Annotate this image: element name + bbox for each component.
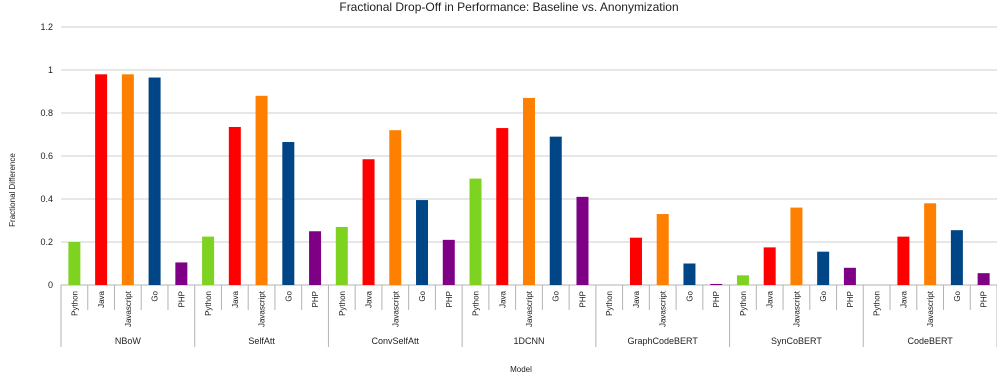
- x-tick-label: Python: [472, 291, 481, 316]
- y-tick-label: 0.4: [40, 194, 53, 204]
- bar-1dcnn-php: [576, 196, 589, 285]
- x-tick-label: Go: [418, 290, 427, 301]
- group-label: CodeBERT: [907, 336, 953, 346]
- bar-codebert-php: [977, 273, 990, 285]
- x-tick-label: PHP: [445, 291, 454, 307]
- group-label: SelfAtt: [248, 336, 275, 346]
- x-tick-label: PHP: [846, 291, 855, 307]
- bar-nbow-php: [175, 262, 188, 285]
- x-tick-label: Javascript: [258, 290, 267, 327]
- group-label: NBoW: [115, 336, 142, 346]
- bar-convselfatt-python: [335, 226, 348, 285]
- x-tick-label: Java: [899, 290, 908, 307]
- y-axis-label: Fractional Difference: [8, 153, 17, 227]
- y-tick-label: 0.2: [40, 237, 53, 247]
- x-tick-label: Go: [819, 290, 828, 301]
- x-tick-label: Java: [365, 290, 374, 307]
- bar-syncobert-java: [763, 247, 776, 285]
- group-label: SynCoBERT: [771, 336, 822, 346]
- bar-selfatt-java: [228, 126, 241, 285]
- x-tick-label: Javascript: [124, 290, 133, 327]
- bar-codebert-javascript: [924, 203, 937, 285]
- x-tick-label: Go: [685, 290, 694, 301]
- x-tick-label: PHP: [311, 291, 320, 307]
- bar-convselfatt-javascript: [389, 130, 402, 285]
- x-tick-label: PHP: [578, 291, 587, 307]
- x-tick-label: Java: [498, 290, 507, 307]
- bar-1dcnn-java: [496, 128, 509, 285]
- bar-graphcodebert-go: [683, 263, 696, 285]
- x-tick-label: Javascript: [792, 290, 801, 327]
- bar-graphcodebert-php: [710, 283, 723, 285]
- bar-convselfatt-java: [362, 159, 375, 285]
- x-tick-label: Javascript: [926, 290, 935, 327]
- x-tick-label: Java: [231, 290, 240, 307]
- bar-selfatt-go: [282, 142, 295, 285]
- x-tick-label: Java: [97, 290, 106, 307]
- x-tick-label: Go: [953, 290, 962, 301]
- bar-1dcnn-python: [469, 178, 482, 285]
- bar-syncobert-php: [843, 267, 856, 285]
- bar-nbow-python: [68, 242, 81, 285]
- x-tick-label: Java: [632, 290, 641, 307]
- group-label: GraphCodeBERT: [628, 336, 699, 346]
- x-tick-label: Python: [338, 291, 347, 316]
- bar-convselfatt-go: [416, 200, 429, 285]
- x-tick-label: Java: [766, 290, 775, 307]
- bars: [68, 74, 990, 286]
- x-tick-label: PHP: [177, 291, 186, 307]
- bar-nbow-java: [95, 74, 108, 285]
- x-tick-label: Python: [739, 291, 748, 316]
- x-tick-label: Javascript: [659, 290, 668, 327]
- bar-syncobert-python: [736, 275, 749, 285]
- x-tick-label: PHP: [712, 291, 721, 307]
- bar-selfatt-python: [202, 236, 215, 285]
- x-tick-label: Go: [151, 290, 160, 301]
- bar-syncobert-javascript: [790, 207, 803, 285]
- x-tick-label: Python: [70, 291, 79, 316]
- y-tick-label: 0.8: [40, 108, 53, 118]
- x-tick-label: Go: [552, 290, 561, 301]
- y-tick-label: 0.6: [40, 151, 53, 161]
- x-tick-label: Python: [873, 291, 882, 316]
- x-tick-label: Python: [605, 291, 614, 316]
- x-tick-label: Javascript: [391, 290, 400, 327]
- bar-1dcnn-go: [549, 136, 562, 285]
- x-tick-label: Go: [284, 290, 293, 301]
- y-tick-label: 1: [48, 65, 53, 75]
- axis-labels: 0 0.2 0.4 0.6 0.8 1 1.2 Python Java Javascript Go P…: [40, 22, 988, 346]
- y-tick-label: 0: [48, 280, 53, 290]
- chart-title: Fractional Drop-Off in Performance: Base…: [339, 0, 678, 14]
- x-axis-label: Model: [510, 365, 532, 374]
- bar-selfatt-javascript: [255, 95, 268, 285]
- bar-graphcodebert-java: [629, 237, 642, 285]
- x-tick-label: Javascript: [525, 290, 534, 327]
- group-label: ConvSelfAtt: [372, 336, 420, 346]
- group-label: 1DCNN: [513, 336, 544, 346]
- bar-1dcnn-javascript: [523, 97, 535, 285]
- x-tick-label: Python: [204, 291, 213, 316]
- bar-convselfatt-php: [442, 239, 455, 285]
- x-tick-label: PHP: [980, 291, 989, 307]
- y-tick-label: 1.2: [40, 22, 53, 32]
- bar-nbow-go: [148, 77, 161, 286]
- bar-codebert-go: [950, 230, 963, 285]
- bar-syncobert-go: [817, 251, 830, 285]
- bar-graphcodebert-javascript: [656, 214, 669, 285]
- bar-nbow-javascript: [121, 74, 134, 285]
- bar-codebert-java: [897, 236, 910, 285]
- bar-selfatt-php: [309, 231, 322, 285]
